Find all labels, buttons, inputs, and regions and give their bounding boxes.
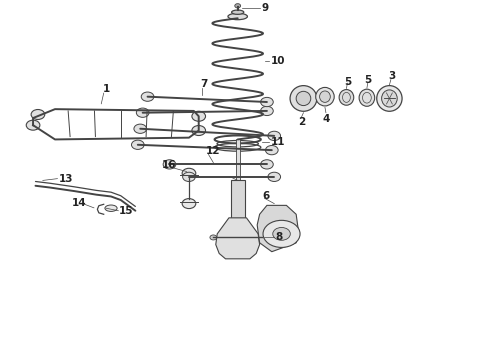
Circle shape [182,168,196,178]
Text: 7: 7 [200,79,207,89]
Circle shape [192,126,205,135]
Circle shape [141,92,154,101]
Ellipse shape [290,86,317,111]
Ellipse shape [232,10,244,14]
Ellipse shape [339,90,354,105]
Circle shape [268,172,281,181]
Circle shape [26,120,40,130]
Circle shape [136,108,149,117]
Ellipse shape [359,89,375,106]
Circle shape [259,235,266,240]
Text: 8: 8 [276,233,283,242]
Text: 13: 13 [58,174,73,184]
Circle shape [163,160,176,169]
Text: 15: 15 [119,206,133,216]
Circle shape [235,4,241,8]
Text: 9: 9 [261,3,268,13]
Circle shape [31,109,45,120]
Text: 3: 3 [388,71,395,81]
Text: 1: 1 [103,84,110,94]
Ellipse shape [316,87,334,106]
Text: 4: 4 [322,114,330,124]
Ellipse shape [319,91,330,102]
Circle shape [210,235,217,240]
Bar [231,180,245,218]
Text: 14: 14 [72,198,87,208]
Bar [236,139,240,188]
Polygon shape [216,218,260,259]
Circle shape [273,228,290,240]
Circle shape [131,140,144,149]
Text: 12: 12 [206,146,220,156]
Circle shape [261,106,273,116]
Circle shape [183,172,196,181]
Text: 11: 11 [271,137,285,147]
Text: 5: 5 [365,75,372,85]
Circle shape [268,131,281,140]
Text: 10: 10 [271,56,285,66]
Ellipse shape [296,91,311,105]
Circle shape [134,124,147,133]
Circle shape [182,199,196,208]
Ellipse shape [105,205,117,211]
Ellipse shape [228,13,247,20]
Text: 5: 5 [344,77,352,87]
Circle shape [266,145,278,155]
Text: 6: 6 [262,192,270,202]
Circle shape [192,111,205,121]
Circle shape [261,98,273,107]
Text: 2: 2 [298,117,306,127]
Circle shape [261,160,273,169]
Circle shape [263,220,300,247]
Ellipse shape [377,86,402,111]
Ellipse shape [382,90,397,107]
Text: 16: 16 [162,161,177,170]
Polygon shape [257,205,298,252]
